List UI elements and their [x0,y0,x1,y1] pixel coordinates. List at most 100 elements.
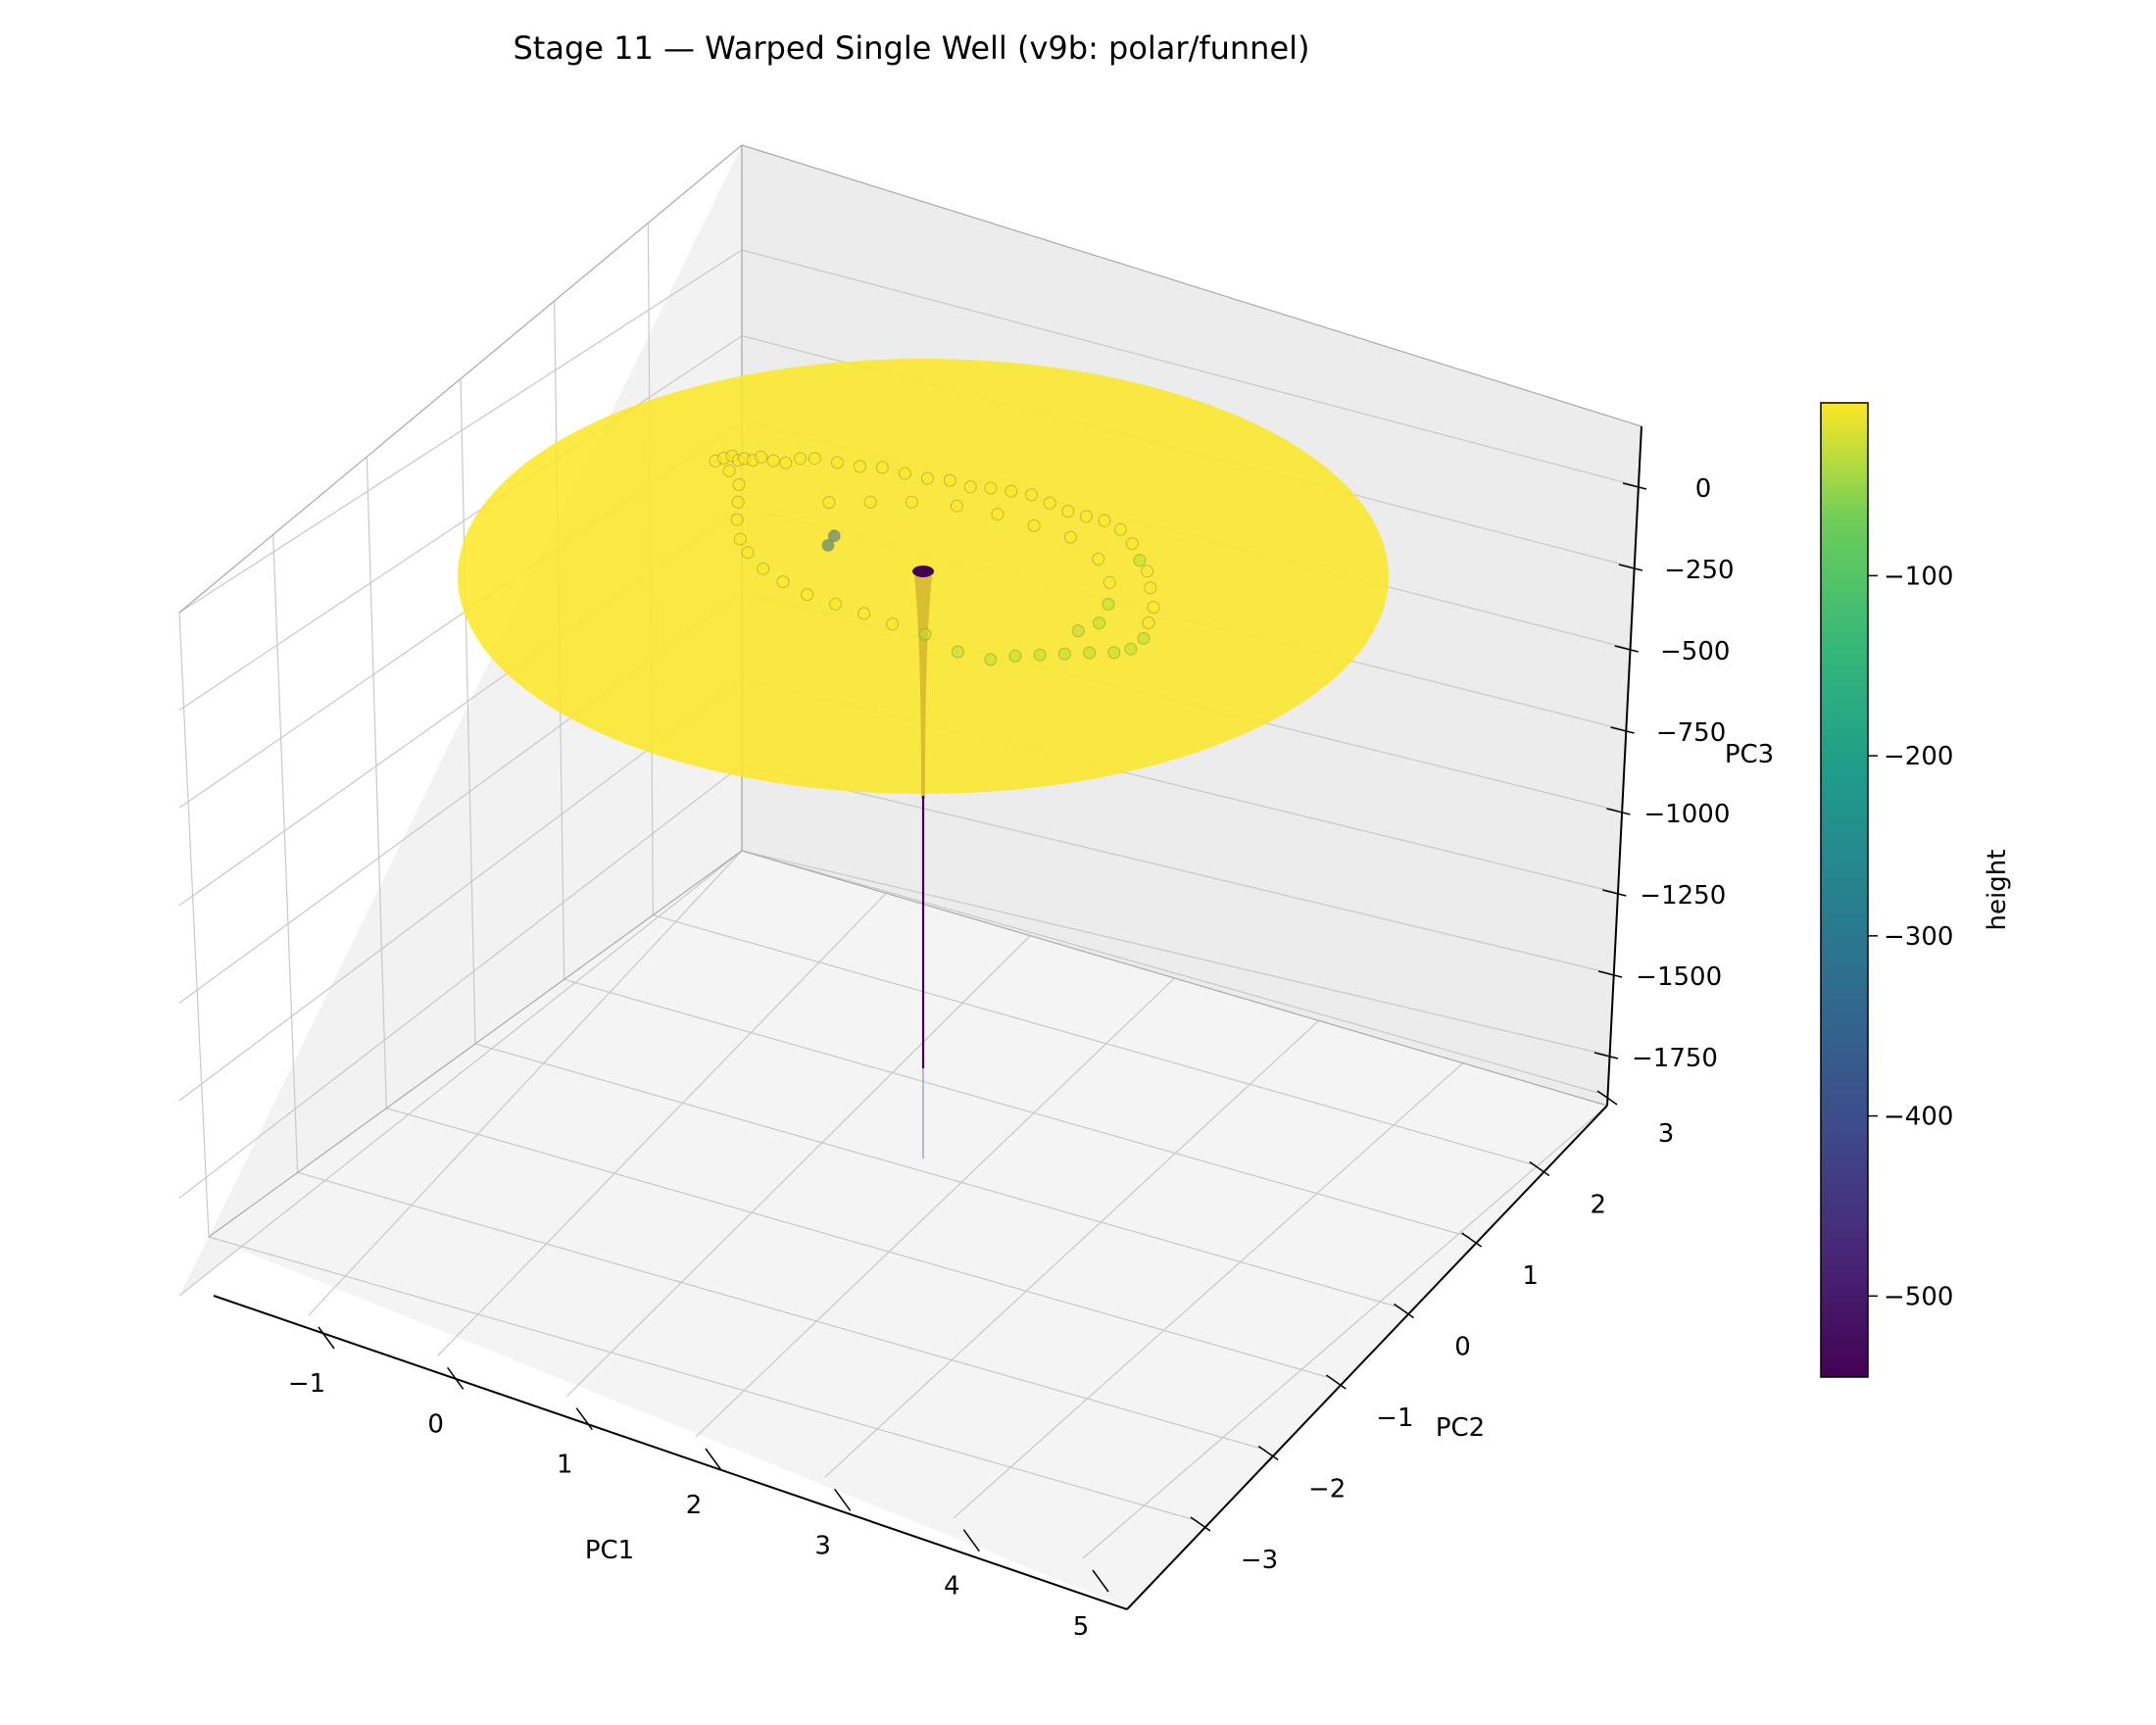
trajectory-point [1137,631,1151,645]
trajectory-point [808,452,821,466]
grid-lines [178,145,1636,1559]
z-tick-label: −500 [1660,637,1730,666]
trajectory-point [1144,581,1157,595]
floor-pane [209,851,1607,1607]
chart-title: Stage 11 — Warped Single Well (v9b: pola… [513,29,1309,67]
trajectory-point [886,617,900,631]
trajectory-point [1043,496,1056,510]
trajectory-point [1142,616,1155,629]
trajectory-point [1083,646,1097,660]
z-ticks: 0 −250 −500 −750 −1000 −1250 −1500 −1750 [1593,474,1735,1073]
colorbar: −100 −200 −300 −400 −500 height [1820,402,2012,1378]
colorbar-tick-label: −500 [1884,1282,1953,1311]
trajectory-point [1098,514,1111,527]
trajectory-point [1147,601,1160,615]
trajectory-point [1033,648,1047,662]
funnel-neck [912,566,934,577]
z-tick-mark [1602,889,1627,897]
z-tick-label: −1000 [1643,800,1730,829]
trajectory-point [779,456,793,469]
trajectory-point [829,597,843,611]
trajectory-point [918,627,932,641]
colorbar-label: height [1983,850,2012,931]
colorbar-ticks: −100 −200 −300 −400 −500 [1868,562,1953,1311]
colorbar-tick-label: −300 [1884,922,1953,952]
trajectory-point [1057,647,1071,661]
x-tick-mark [834,1488,852,1511]
z-tick-mark [1593,1052,1619,1060]
trajectory-point [1071,624,1085,638]
trajectory-point [1092,552,1105,566]
colorbar-tick-label: −200 [1884,742,1953,771]
z-tick-mark [1606,808,1631,815]
z-tick-mark [1597,970,1623,978]
y-tick-label: 1 [1522,1261,1539,1291]
y-tick-mark [1257,1445,1279,1461]
x-tick-mark [705,1448,722,1471]
y-tick-mark [1190,1516,1211,1532]
trajectory-point [1025,488,1039,502]
z-tick-label: −750 [1656,718,1726,748]
y-tick-mark [1394,1303,1414,1319]
colorbar-tick-label: −400 [1884,1103,1953,1132]
x-tick-label: 4 [944,1572,960,1602]
y-tick-label: −1 [1376,1404,1413,1433]
y-ticks: −3 −2 −1 0 1 2 3 [1190,1090,1674,1575]
x-tick-label: 0 [427,1409,444,1439]
trajectory-point [1027,518,1041,532]
x-tick-label: 3 [814,1531,831,1560]
trajectory-point [863,495,877,509]
trajectory-point [822,496,836,510]
y-tick-label: −2 [1308,1475,1346,1504]
y-tick-label: 2 [1591,1191,1607,1220]
x-tick-label: 1 [557,1451,573,1480]
x-tick-label: −1 [288,1369,325,1399]
trajectory-point [766,454,780,468]
trajectory-point [950,499,963,513]
trajectory-point [827,529,841,543]
y-axis-line [1126,1105,1608,1610]
z-tick-mark [1610,726,1635,734]
trajectory-point [794,452,808,466]
z-tick-mark [1614,645,1639,653]
trajectory-point [898,467,911,480]
trajectory-point [1102,575,1116,589]
trajectory-point [830,456,844,469]
trajectory-point [757,562,770,575]
trajectory-point [1079,510,1093,523]
trajectory-point [943,473,956,487]
trajectory-point [733,532,747,546]
trajectory-point [1124,642,1138,656]
trajectory-point [801,588,814,602]
x-tick-mark [447,1366,465,1390]
y-tick-label: 0 [1454,1333,1471,1362]
trajectory-point [1093,616,1106,630]
trajectory-point [1008,649,1022,663]
trajectory-point [730,513,744,526]
trajectory-point [821,538,835,552]
trajectory-point [731,495,745,509]
z-tick-label: −1500 [1636,962,1722,992]
y-tick-mark [1596,1090,1618,1106]
trajectory-point [1141,565,1154,578]
x-axis-label: PC1 [585,1536,634,1565]
x-tick-label: 2 [686,1491,703,1520]
trajectory-point [1125,537,1139,551]
colorbar-gradient [1820,402,1869,1378]
y-tick-mark [1529,1160,1550,1177]
x-tick-mark [318,1326,335,1350]
z-axis-line [1606,425,1642,1107]
z-tick-label: −1250 [1640,881,1726,911]
x-tick-mark [962,1529,980,1552]
trajectory-point [722,464,736,477]
y-tick-mark [1461,1232,1483,1248]
trajectory-point [755,450,768,464]
trajectory-point [1113,522,1127,536]
trajectory-point [905,495,918,509]
trajectory-point [984,481,998,495]
trajectory-point [776,575,790,589]
trajectory-point [853,460,866,473]
trajectory-point [1004,484,1018,498]
x-ticks: −1 0 1 2 3 4 5 [288,1326,1109,1642]
